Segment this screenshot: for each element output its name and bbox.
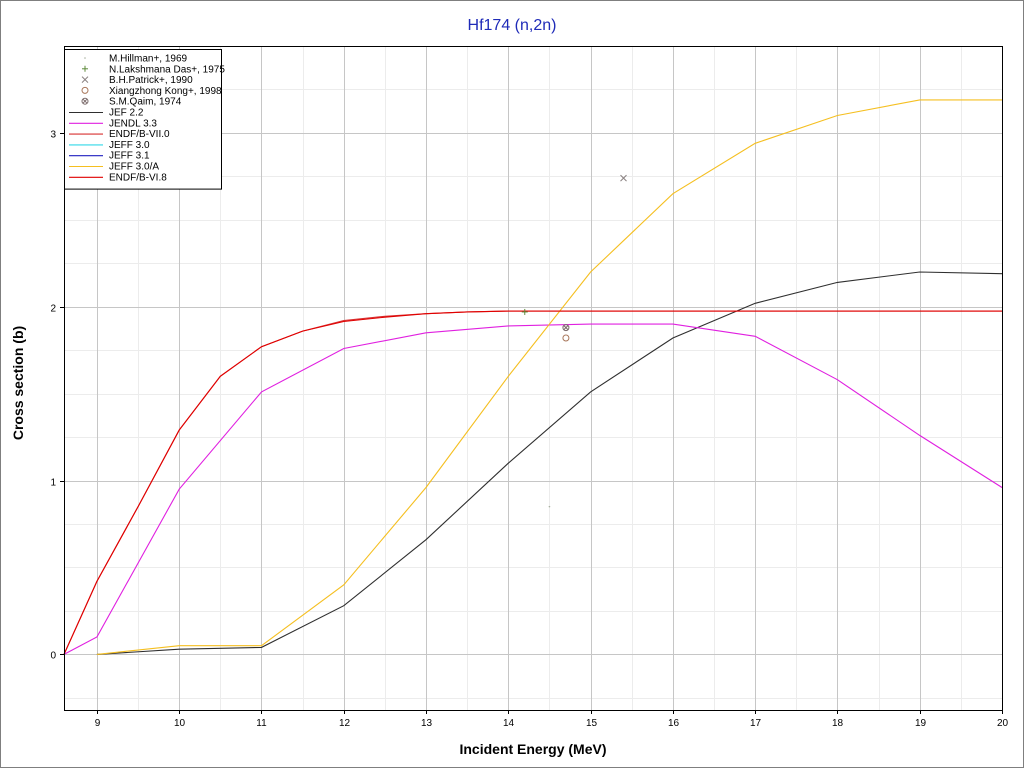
series-line-jeff-3-0-a [96, 99, 1002, 655]
experimental-points [521, 174, 627, 508]
y-tick-label: 1 [50, 478, 56, 489]
legend-box [64, 49, 222, 190]
data-point-n-lakshmana-das-1975 [521, 308, 528, 315]
legend-label-jeff-3-0-a: JEFF 3.0/A [109, 162, 159, 173]
series-line-endf-b-vii-0 [63, 310, 1002, 655]
legend-label-m-hillman-1969: M.Hillman+, 1969 [109, 54, 188, 65]
chart-title: Hf174 (n,2n) [468, 17, 557, 34]
x-tick-label: 9 [95, 718, 101, 729]
legend-label-jendl-3-3: JENDL 3.3 [109, 118, 157, 129]
series-line-jendl-3-3 [63, 323, 1003, 655]
x-tick-label: 20 [997, 718, 1009, 729]
legend-label-xiangzhong-kong-1998: Xiangzhong Kong+, 1998 [109, 86, 222, 97]
legend-marker-b-h-patrick-1990 [81, 76, 89, 83]
plot-area-border [64, 46, 1003, 711]
x-tick-label: 18 [832, 718, 844, 729]
legend-label-b-h-patrick-1990: B.H.Patrick+, 1990 [109, 75, 193, 86]
x-tick-label: 11 [256, 718, 267, 729]
x-tick-label: 12 [339, 718, 351, 729]
legend-label-s-m-qaim-1974: S.M.Qaim, 1974 [109, 97, 182, 108]
x-axis-label: Incident Energy (MeV) [459, 741, 606, 757]
x-tick-label: 16 [668, 718, 680, 729]
legend-label-endf-b-vii-0: ENDF/B-VII.0 [109, 129, 170, 140]
legend-marker-s-m-qaim-1974 [81, 97, 89, 105]
legend-marker-xiangzhong-kong-1998 [81, 86, 89, 94]
x-tick-label: 15 [586, 718, 598, 729]
series-line-endf-b-vi-8 [63, 310, 1002, 655]
legend-label-endf-b-vi-8: ENDF/B-VI.8 [109, 172, 167, 183]
x-tick-label: 19 [915, 718, 927, 729]
data-point-s-m-qaim-1974 [562, 324, 570, 332]
y-axis-label: Cross section (b) [10, 326, 26, 440]
x-tick-label: 13 [421, 718, 433, 729]
x-tick-label: 17 [750, 718, 762, 729]
x-tick-label: 10 [174, 718, 186, 729]
legend-marker-m-hillman-1969 [84, 57, 86, 59]
legend-label-jef-2-2: JEF 2.2 [109, 108, 144, 119]
legend-label-n-lakshmana-das-1975: N.Lakshmana Das+, 1975 [109, 64, 225, 75]
data-point-b-h-patrick-1990 [620, 174, 627, 182]
data-point-xiangzhong-kong-1998 [562, 334, 570, 342]
series-lines [63, 99, 1003, 655]
y-tick-label: 0 [50, 651, 56, 662]
x-tick-label: 14 [503, 718, 515, 729]
data-point-m-hillman-1969 [548, 505, 551, 508]
y-tick-label: 2 [50, 304, 56, 315]
y-tick-label: 3 [50, 130, 56, 141]
series-line-jef-2-2 [96, 271, 1003, 655]
legend-label-jeff-3-0: JEFF 3.0 [109, 140, 150, 151]
legend-marker-n-lakshmana-das-1975 [82, 65, 88, 72]
legend-label-jeff-3-1: JEFF 3.1 [109, 151, 150, 162]
